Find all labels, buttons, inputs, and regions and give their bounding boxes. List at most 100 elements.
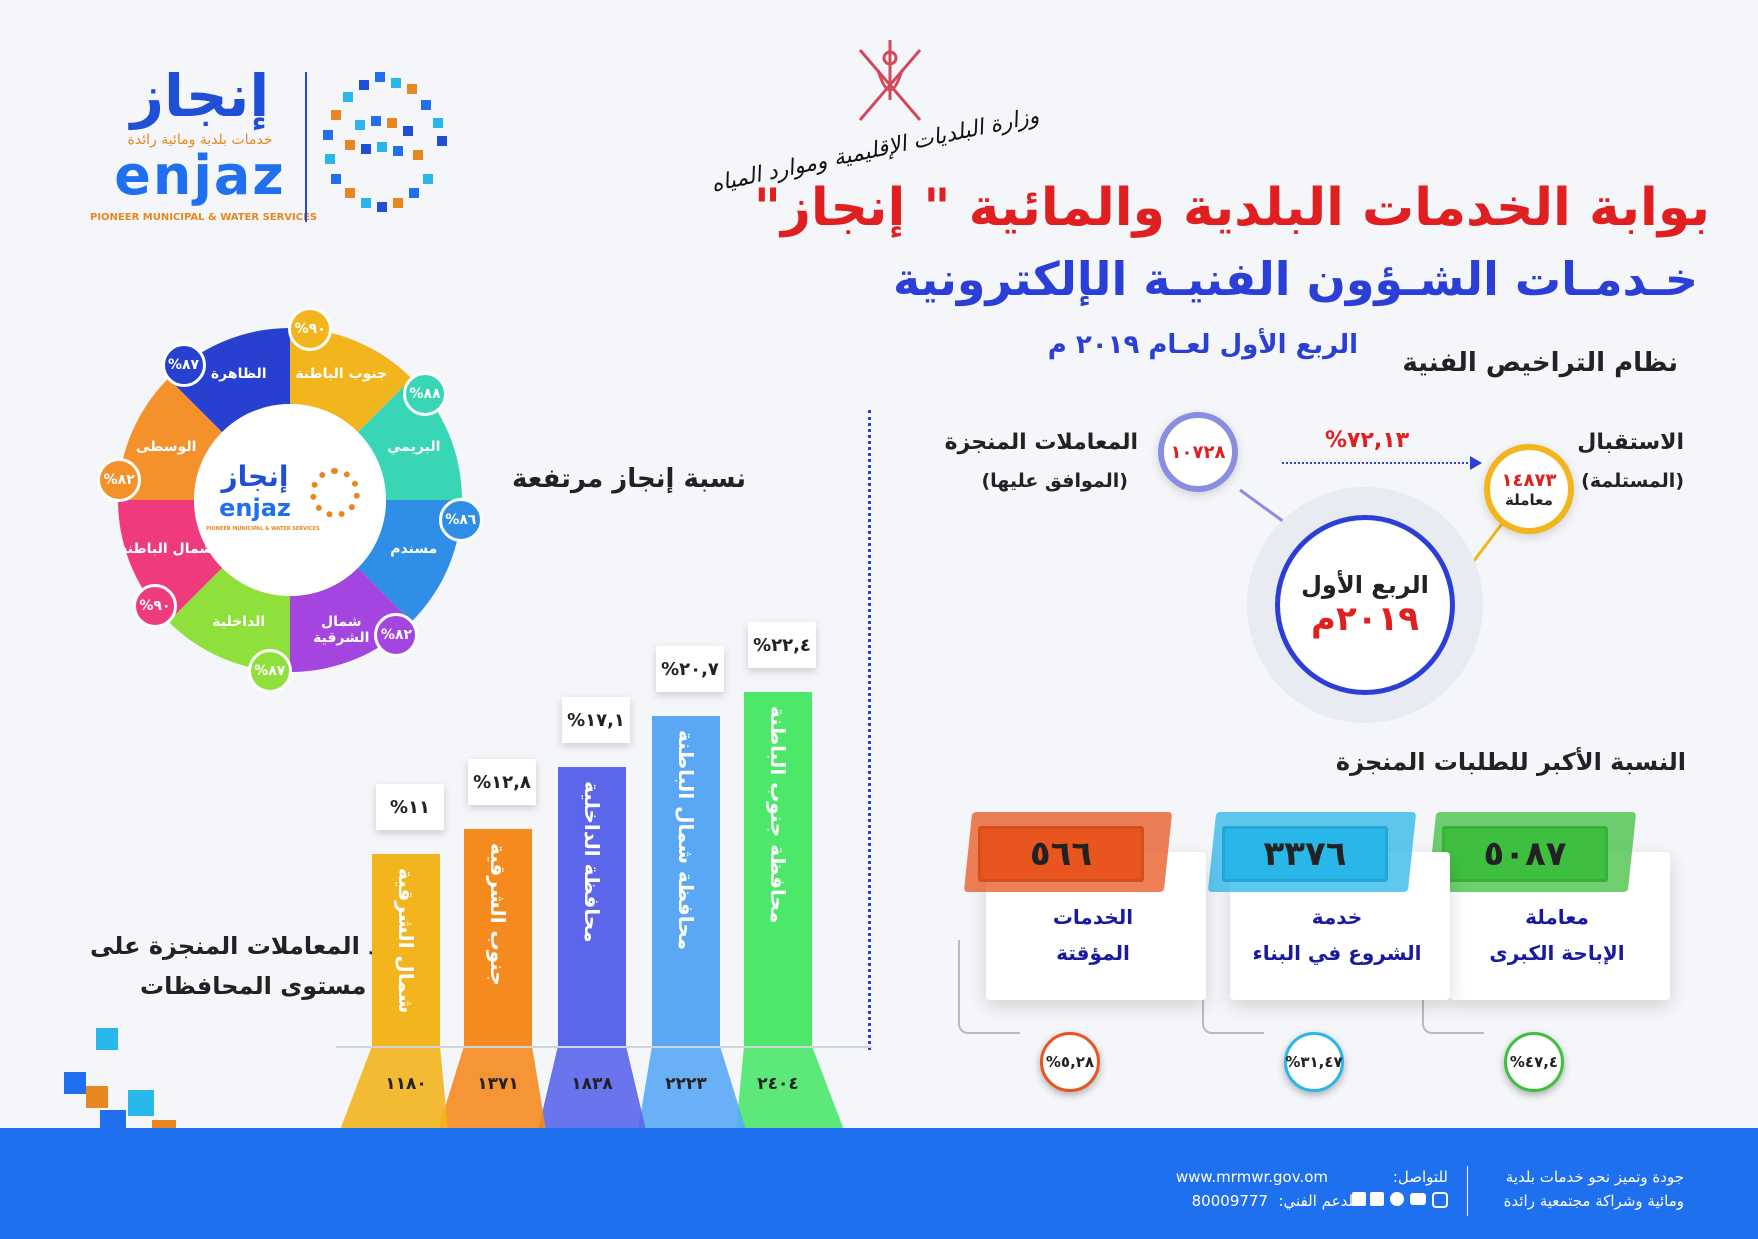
- province-pct-value: %١٢,٨: [473, 771, 531, 793]
- donut-center: [194, 404, 386, 596]
- donut-pct-value: %٨٧: [254, 662, 286, 679]
- donut-pct-value: %٨٦: [445, 512, 477, 529]
- province-pct-value: %١١: [389, 796, 431, 818]
- province-bar-base: [538, 1046, 646, 1130]
- province-bar: جنوب الشرقية: [464, 829, 532, 1046]
- donut-center-logo: إنجاز enjaz PIONEER MUNICIPAL & WATER SE…: [206, 460, 370, 540]
- donut-logo-tagline: PIONEER MUNICIPAL & WATER SERVICES: [206, 526, 320, 532]
- footer-slogan-1: جودة وتميز نحو خدمات بلدية: [1505, 1168, 1684, 1186]
- card-pct: %٤٧,٤: [1509, 1053, 1559, 1071]
- donut-segment: [290, 328, 412, 433]
- footer-separator: [1467, 1166, 1468, 1216]
- logo-tagline-ar: خدمات بلدية ومائية رائدة: [127, 132, 273, 148]
- donut-pct-value: %٨٨: [409, 385, 441, 402]
- donut-segment: [168, 567, 290, 672]
- bars-title-line2: مستوى المحافظات: [140, 972, 367, 1000]
- card-value: ٣٣٧٦: [1263, 834, 1347, 874]
- donut-segment-label: مسندم: [390, 541, 438, 558]
- licenses-title: نظام التراخيص الفنية: [1402, 348, 1678, 378]
- donut-segment: [168, 328, 290, 433]
- province-bar-count: ٢٤٠٤: [757, 1074, 799, 1094]
- province-bar-pct: %١٧,١: [562, 697, 630, 743]
- card-pct: %٥,٢٨: [1045, 1053, 1095, 1071]
- ratio-arrow: [1282, 462, 1472, 464]
- donut-segment-label: البريمي: [387, 438, 441, 455]
- donut-segment-label: جنوب الباطنة: [295, 366, 388, 383]
- social-icons: [1370, 1192, 1448, 1208]
- footer-slogan-2: ومائية وشراكة مجتمعية رائدة: [1503, 1192, 1684, 1210]
- card-value-band: ٥٦٦: [978, 826, 1144, 882]
- donut-logo-mosaic-icon: [310, 468, 360, 518]
- contact-label: للتواصل:: [1392, 1168, 1448, 1186]
- province-bar-count: ١٨٣٨: [571, 1074, 613, 1094]
- completion-ratio: %٧٢,١٣: [1325, 428, 1410, 453]
- card-line1: خدمة: [1311, 905, 1363, 929]
- received-label: الاستقبال: [1577, 430, 1684, 455]
- card-pct-badge: %٣١,٤٧: [1284, 1032, 1344, 1092]
- website-link[interactable]: www.mrmwr.gov.om: [1175, 1168, 1328, 1186]
- card-value: ٥٦٦: [1029, 834, 1093, 874]
- donut-chart: [118, 328, 462, 672]
- donut-segment: [357, 500, 462, 622]
- enjaz-logo: إنجاز خدمات بلدية ومائية رائدة enjaz PIO…: [90, 62, 470, 232]
- province-bar-label: جنوب الشرقية: [486, 843, 510, 986]
- donut-segment-pct: %٨٦: [438, 498, 483, 543]
- province-bar-label: محافظة الداخلية: [580, 781, 604, 943]
- donut-segment-pct: %٨٨: [403, 371, 448, 416]
- province-bar-pct: %٢٢,٤: [748, 622, 816, 668]
- quarter-circle-line1: الربع الأول: [1301, 571, 1429, 599]
- donut-segment-label: الداخلية: [212, 613, 266, 630]
- province-bar: محافظة جنوب الباطنة: [744, 692, 812, 1046]
- support-label: للدعم الفني:: [1278, 1192, 1358, 1210]
- donut-segment-label: الظاهرة: [210, 366, 267, 383]
- card-line2: الشروع في البناء: [1252, 941, 1422, 965]
- donut-segment-label: الوسطى: [135, 438, 197, 455]
- facebook-icon[interactable]: [1370, 1192, 1384, 1206]
- card-bracket: [958, 940, 1020, 1034]
- donut-logo-latin: enjaz: [219, 494, 291, 522]
- completed-label: المعاملات المنجزة: [944, 430, 1138, 455]
- province-bar-pct: %١٢,٨: [468, 759, 536, 805]
- province-pct-value: %١٧,١: [567, 709, 625, 731]
- logo-tagline-en: PIONEER MUNICIPAL & WATER SERVICES: [90, 212, 318, 223]
- donut-segment: [290, 567, 412, 672]
- twitter-icon[interactable]: [1390, 1192, 1404, 1206]
- support-phone[interactable]: 80009777: [1191, 1192, 1268, 1210]
- section-divider: [868, 410, 871, 1050]
- card-line1: معاملة: [1525, 905, 1589, 929]
- donut-segment: [118, 500, 223, 622]
- received-unit: معاملة: [1505, 490, 1553, 509]
- footer: جودة وتميز نحو خدمات بلدية ومائية وشراكة…: [0, 1128, 1758, 1239]
- province-bar-label: شمال الشرقية: [394, 868, 418, 1014]
- completed-circle: ١٠٧٢٨: [1158, 412, 1238, 492]
- province-bar-label: محافظة جنوب الباطنة: [766, 706, 790, 924]
- youtube-icon[interactable]: [1410, 1193, 1426, 1205]
- donut-segment-label: شمال الشرقية: [313, 613, 370, 646]
- province-bar: شمال الشرقية: [372, 854, 440, 1046]
- donut-logo-arabic: إنجاز: [221, 460, 289, 493]
- donut-segment-pct: %٨٢: [97, 457, 142, 502]
- card-line1: الخدمات: [1052, 905, 1134, 929]
- rss-icon[interactable]: [1352, 1192, 1366, 1206]
- ratio-arrowhead-icon: [1470, 456, 1482, 470]
- province-bar-count: ١١٨٠: [385, 1074, 427, 1094]
- province-bar-pct: %١١: [376, 784, 444, 830]
- donut-segment-pct: %٩٠: [288, 307, 333, 352]
- page-subtitle: خـدمـات الشـؤون الفنيـة الإلكترونية: [892, 252, 1698, 306]
- province-bar-pct: %٢٠,٧: [656, 646, 724, 692]
- quarter-circle-line2: ٢٠١٩م: [1311, 599, 1419, 639]
- province-bar-count: ٢٢٢٣: [665, 1074, 707, 1094]
- quarter-label: الربع الأول لعـام ٢٠١٩ م: [1047, 330, 1358, 360]
- donut-pct-value: %٩٠: [294, 321, 326, 338]
- province-bar: محافظة شمال الباطنة: [652, 716, 720, 1046]
- bars-baseline: [336, 1046, 872, 1048]
- donut-segment: [118, 378, 223, 500]
- donut-pct-value: %٨٧: [167, 356, 200, 373]
- logo-latin: enjaz: [114, 144, 286, 207]
- province-bar-count: ١٣٧١: [477, 1074, 519, 1094]
- donut-segment-pct: %٨٧: [161, 342, 206, 387]
- received-value: ١٤٨٧٣: [1501, 469, 1557, 491]
- donut-segment-pct: %٨٧: [247, 648, 292, 693]
- logo-mosaic-icon: [323, 72, 447, 212]
- instagram-icon[interactable]: [1432, 1192, 1448, 1208]
